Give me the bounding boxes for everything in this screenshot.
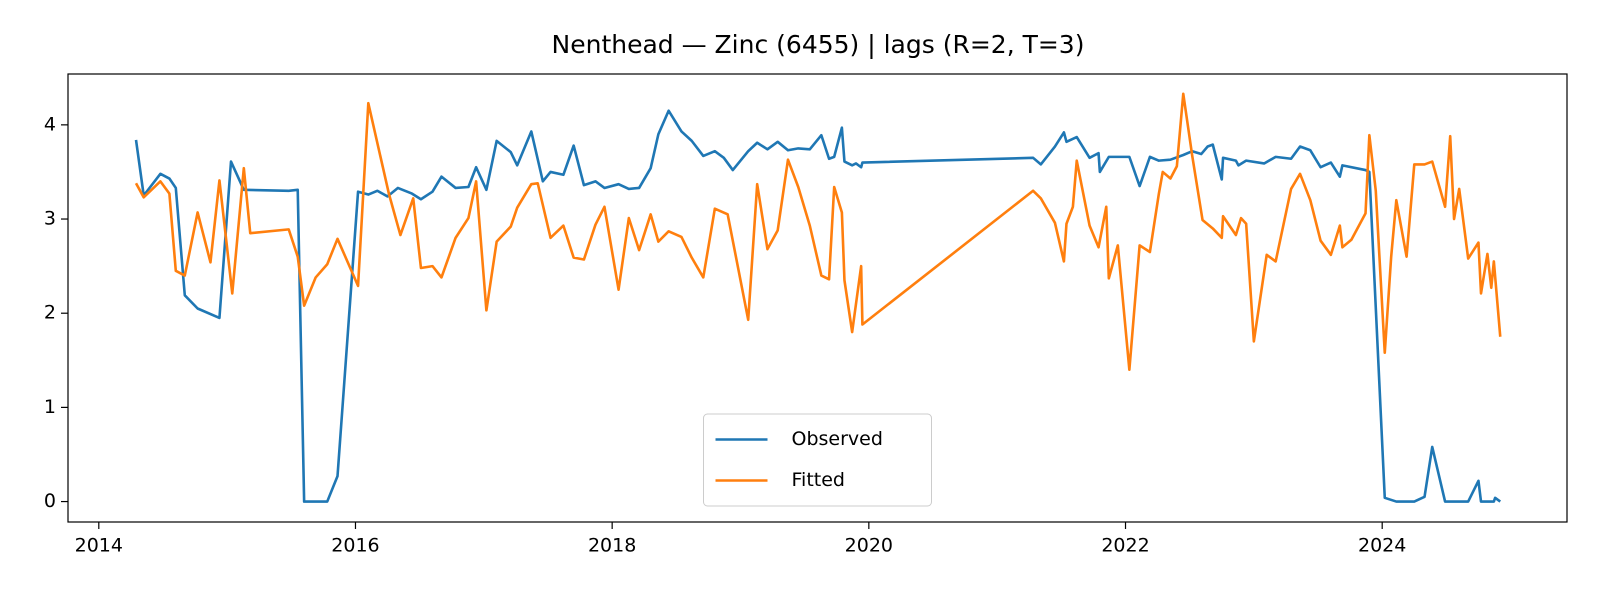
y-tick-label: 1	[44, 396, 56, 418]
y-tick-label: 0	[44, 490, 56, 512]
y-tick-label: 3	[44, 208, 56, 230]
x-tick-label: 2022	[1101, 535, 1149, 557]
y-tick-label: 4	[44, 113, 56, 135]
x-tick-label: 2020	[845, 535, 893, 557]
x-tick-label: 2016	[331, 535, 379, 557]
legend-box	[703, 413, 932, 507]
y-tick-label: 2	[44, 302, 56, 324]
series-line	[134, 92, 1502, 372]
x-tick-label: 2014	[75, 535, 123, 557]
plot-frame	[67, 73, 1568, 523]
x-tick-label: 2024	[1358, 535, 1406, 557]
chart-title: Nenthead — Zinc (6455) | lags (R=2, T=3)	[552, 30, 1085, 59]
legend-label: Observed	[792, 428, 883, 450]
legend-label: Fitted	[792, 469, 845, 491]
series-line	[134, 109, 1502, 503]
x-tick-label: 2018	[588, 535, 636, 557]
